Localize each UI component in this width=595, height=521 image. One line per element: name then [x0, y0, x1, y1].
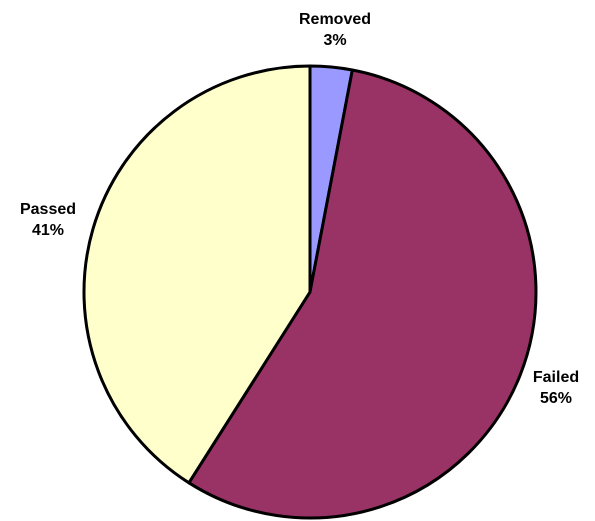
slice-label-passed: Passed 41% [20, 201, 76, 239]
slice-label-removed: Removed 3% [299, 11, 371, 49]
slice-label-percent: 3% [323, 32, 346, 49]
slice-label-failed: Failed 56% [533, 369, 579, 407]
pie-slice-passed [82, 64, 312, 485]
slice-label-percent: 41% [32, 222, 64, 239]
pie-slices [82, 64, 538, 520]
slice-label-percent: 56% [540, 390, 572, 407]
pie-labels: Removed 3% Failed 56% Passed 41% [20, 11, 579, 407]
slice-label-name: Passed [20, 201, 76, 218]
pie-slice-failed [187, 68, 538, 520]
slice-label-name: Failed [533, 369, 579, 386]
slice-label-name: Removed [299, 11, 371, 28]
